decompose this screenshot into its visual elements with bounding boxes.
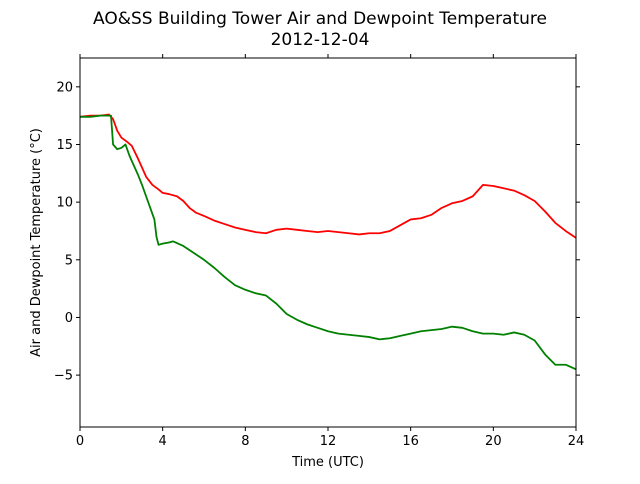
x-tick-label: 0 <box>76 434 84 449</box>
series-line-2 <box>80 114 577 371</box>
x-tick-label: 24 <box>568 434 585 449</box>
x-tick-label: 16 <box>402 434 419 449</box>
series-layer <box>79 113 577 371</box>
y-tick-label: 10 <box>56 196 73 211</box>
x-tick-label: 4 <box>159 434 167 449</box>
series-line-1 <box>79 113 577 239</box>
y-tick-label: −5 <box>54 369 73 384</box>
x-axis-label: Time (UTC) <box>291 455 364 470</box>
ticks-layer: 0 4 8 12 16 20 24 −5 0 5 10 15 20 <box>54 54 584 449</box>
x-tick-label: 12 <box>320 434 337 449</box>
y-axis-label: Air and Dewpoint Temperature (°C) <box>29 128 44 357</box>
chart-title: AO&SS Building Tower Air and Dewpoint Te… <box>93 9 547 29</box>
x-tick-label: 8 <box>241 434 249 449</box>
x-tick-label: 20 <box>485 434 502 449</box>
y-tick-label: 5 <box>65 253 73 268</box>
chart-subtitle: 2012-12-04 <box>271 30 370 50</box>
y-tick-label: 15 <box>56 138 73 153</box>
y-tick-label: 20 <box>56 80 73 95</box>
y-tick-label: 0 <box>65 311 73 326</box>
